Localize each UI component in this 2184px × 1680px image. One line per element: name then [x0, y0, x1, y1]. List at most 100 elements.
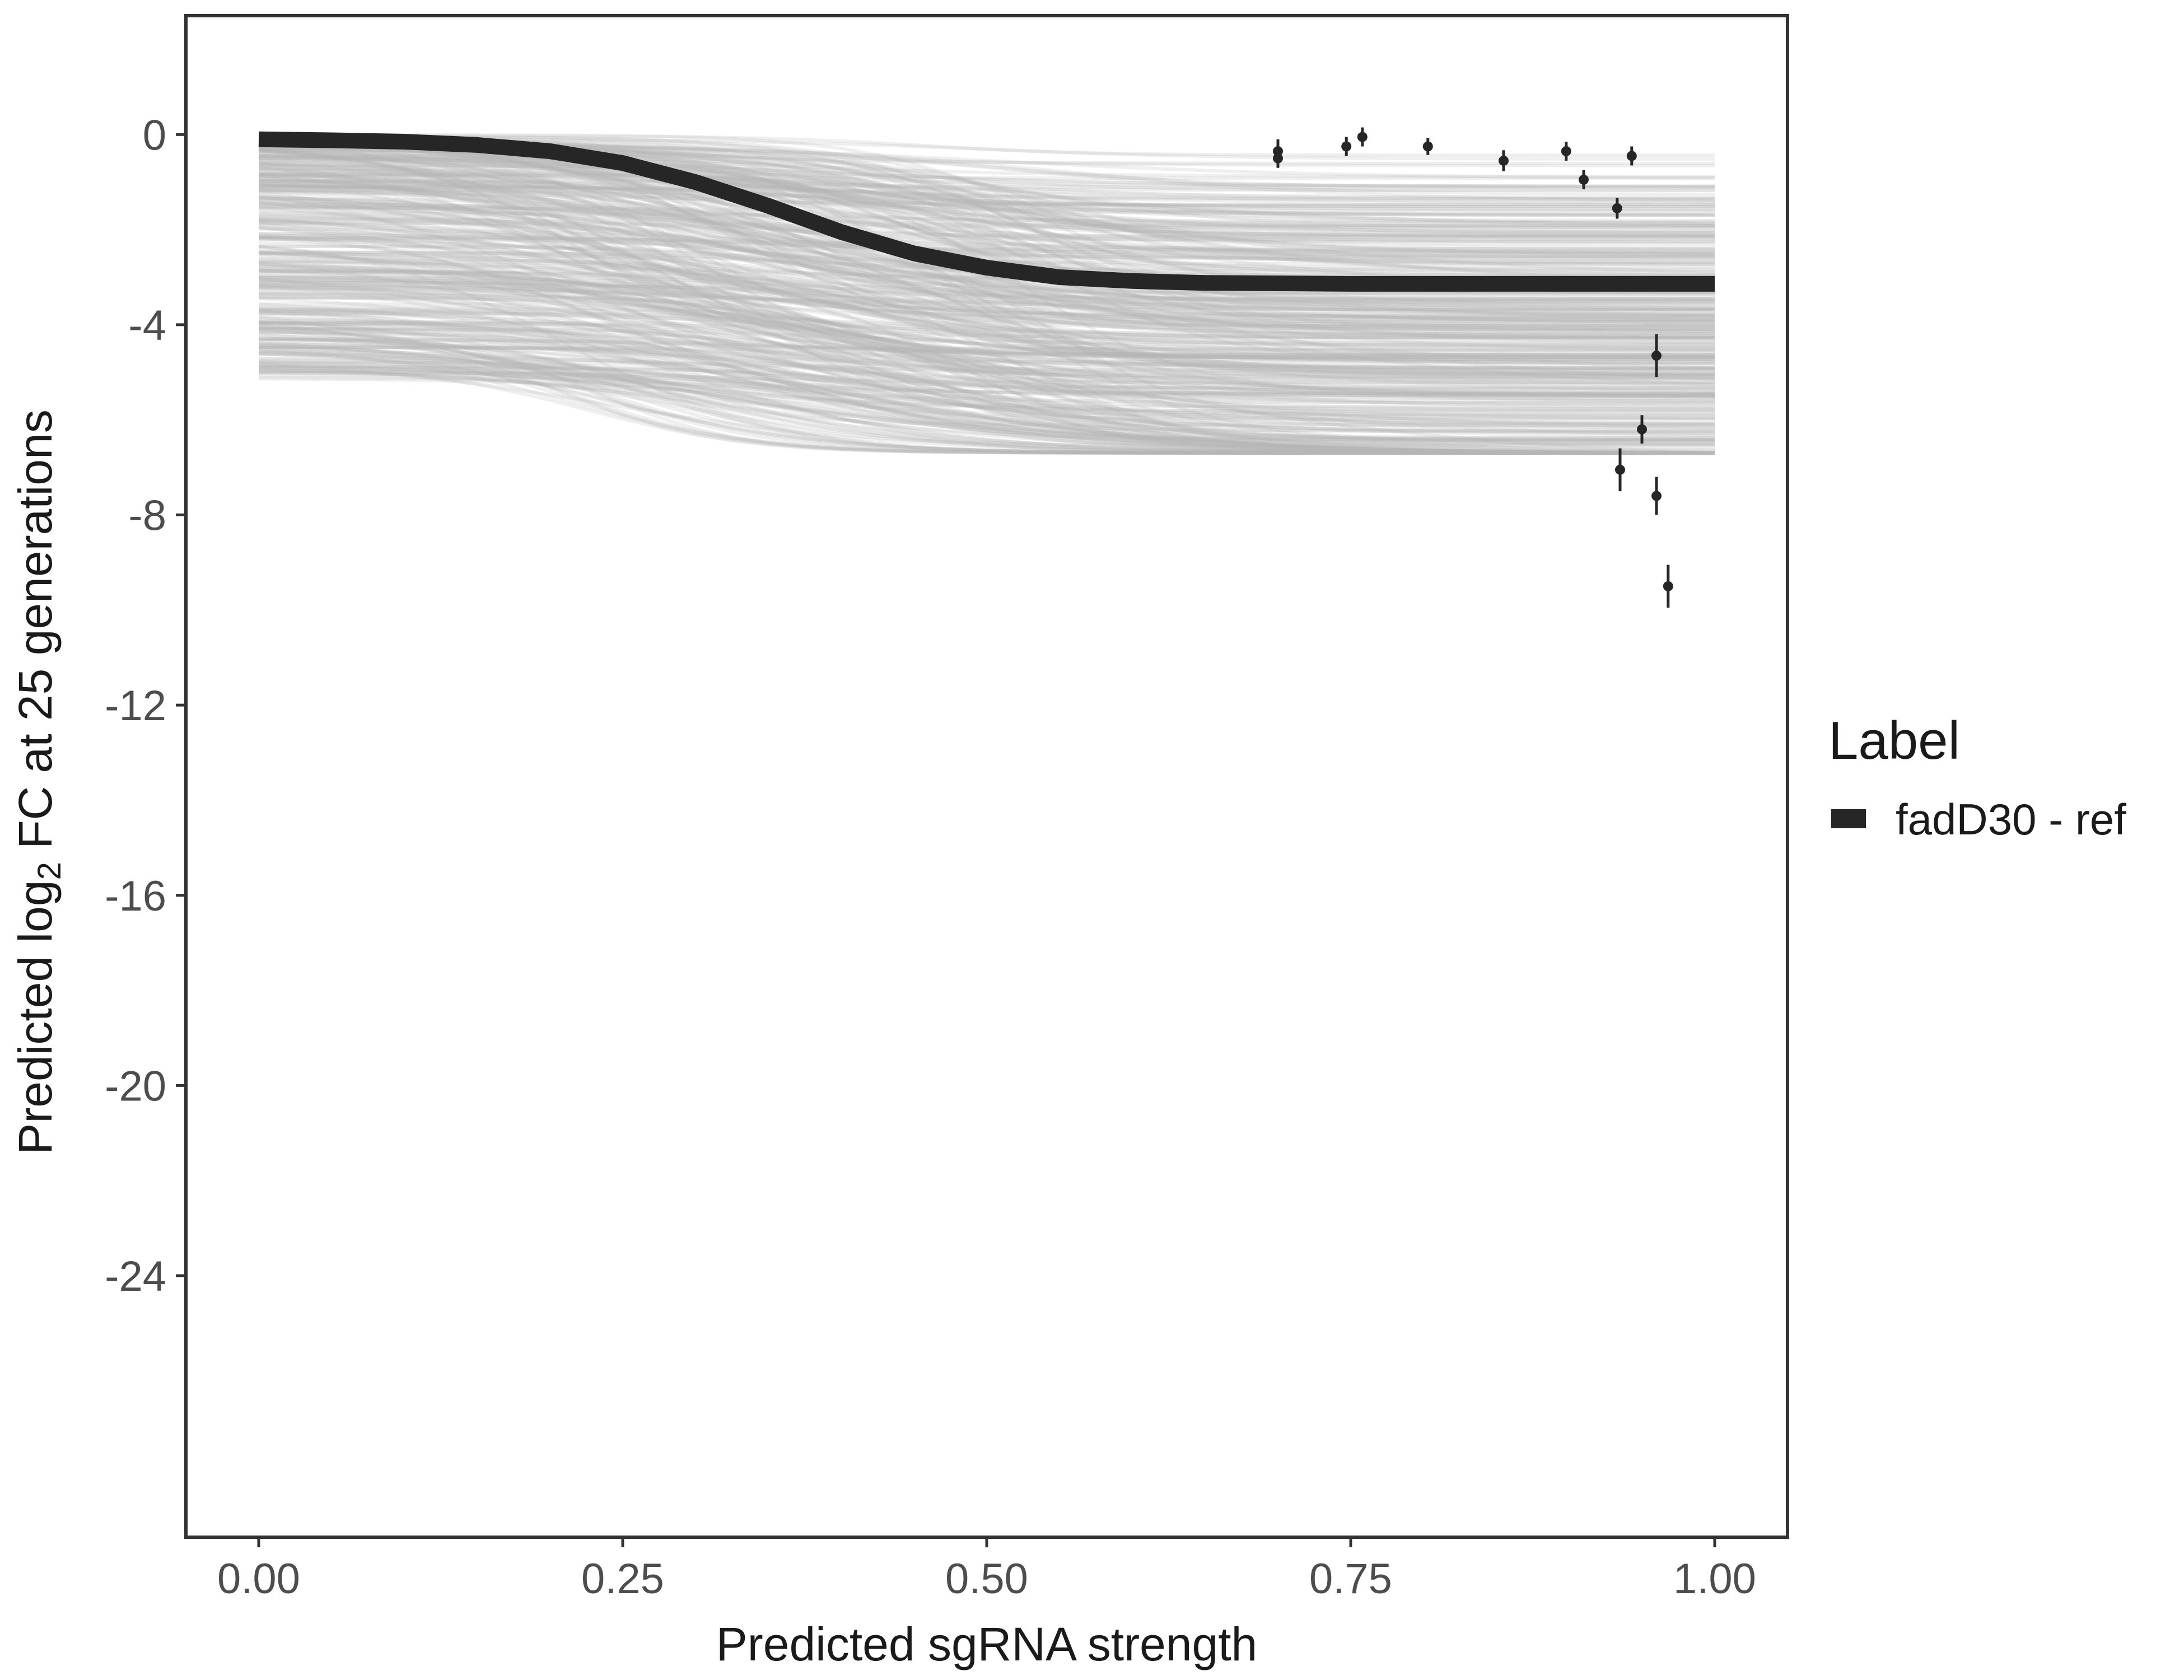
- posterior-draw-line: [258, 177, 1715, 250]
- legend: Label fadD30 - ref: [1828, 711, 2126, 844]
- posterior-draw-line: [258, 166, 1715, 357]
- posterior-draw-line: [258, 180, 1715, 344]
- y-axis-title: Predicted log2 FC at 25 generations: [9, 409, 68, 1154]
- posterior-draw-line: [259, 285, 1715, 442]
- posterior-draw-line: [258, 366, 1715, 455]
- posterior-draw-line: [259, 153, 1715, 263]
- posterior-draw-line: [259, 251, 1715, 444]
- posterior-draw-line: [259, 134, 1715, 255]
- posterior-draw-line: [258, 346, 1715, 417]
- posterior-draw-line: [258, 315, 1715, 455]
- posterior-draw-line: [258, 174, 1715, 340]
- observation-point: [1341, 141, 1352, 152]
- posterior-draw-line: [258, 294, 1715, 372]
- posterior-draw-line: [258, 321, 1715, 455]
- posterior-draw-line: [258, 305, 1715, 454]
- posterior-draw-line: [258, 322, 1715, 455]
- x-axis-title: Predicted sgRNA strength: [716, 1618, 1258, 1670]
- posterior-draw-line: [258, 357, 1715, 455]
- posterior-draw-line: [258, 281, 1715, 316]
- posterior-draw-line: [258, 258, 1715, 455]
- posterior-draw-line: [258, 191, 1715, 216]
- posterior-draw-line: [258, 189, 1715, 338]
- posterior-draw-line: [258, 136, 1715, 386]
- posterior-draw-line: [258, 196, 1715, 318]
- posterior-draw-line: [258, 251, 1715, 413]
- posterior-draw-line: [258, 188, 1715, 208]
- posterior-draw-line: [258, 201, 1715, 223]
- posterior-draw-line: [258, 162, 1715, 356]
- posterior-draw-line: [258, 297, 1715, 455]
- posterior-draw-line: [258, 234, 1715, 253]
- observation-point: [1637, 424, 1647, 435]
- posterior-draw-line: [258, 221, 1715, 323]
- posterior-draw-line: [258, 342, 1715, 455]
- posterior-draw-line: [258, 306, 1715, 377]
- posterior-draw-line: [258, 343, 1715, 407]
- posterior-draw-line: [259, 360, 1715, 384]
- posterior-draw-line: [258, 159, 1715, 207]
- posterior-draw-line: [258, 365, 1715, 455]
- posterior-draw-line: [258, 150, 1715, 318]
- posterior-draw-line: [258, 245, 1715, 398]
- posterior-draw-line: [258, 164, 1715, 216]
- posterior-draw-line: [258, 349, 1715, 455]
- posterior-draw-line: [258, 174, 1715, 204]
- posterior-draw-line: [258, 323, 1715, 363]
- posterior-draw-line: [259, 327, 1715, 376]
- posterior-draw-line: [258, 346, 1715, 373]
- posterior-draw-line: [258, 236, 1715, 391]
- posterior-draw-line: [258, 135, 1715, 242]
- posterior-draw-line: [258, 337, 1715, 358]
- observation-point: [1615, 464, 1625, 475]
- posterior-draw-line: [258, 377, 1715, 455]
- posterior-draw-line: [259, 206, 1715, 259]
- posterior-draw-line: [258, 361, 1715, 455]
- posterior-draw-line: [258, 368, 1715, 455]
- posterior-draw-line: [259, 186, 1715, 318]
- posterior-draw-line: [259, 236, 1715, 260]
- observations-layer: [1273, 127, 1673, 608]
- posterior-draw-line: [258, 204, 1715, 309]
- posterior-draw-line: [258, 216, 1715, 322]
- posterior-draw-line: [258, 287, 1715, 307]
- posterior-draw-line: [258, 260, 1715, 353]
- posterior-draw-line: [258, 139, 1715, 242]
- posterior-draw-line: [258, 233, 1715, 301]
- posterior-draw-line: [258, 206, 1715, 227]
- posterior-draw-line: [258, 136, 1715, 239]
- posterior-draw-line: [258, 161, 1715, 317]
- posterior-draw-line: [258, 154, 1715, 208]
- posterior-draw-line: [258, 235, 1715, 255]
- posterior-draw-line: [258, 231, 1715, 329]
- posterior-draw-line: [259, 366, 1715, 396]
- posterior-draw-line: [258, 256, 1715, 302]
- posterior-draw-line: [258, 172, 1715, 264]
- posterior-draw-line: [258, 365, 1715, 455]
- posterior-draw-line: [259, 185, 1715, 211]
- posterior-draw-line: [258, 194, 1715, 333]
- posterior-draw-line: [258, 360, 1715, 395]
- posterior-draw-line: [258, 337, 1715, 398]
- posterior-draw-line: [258, 176, 1715, 319]
- posterior-draw-line: [258, 330, 1715, 351]
- posterior-draw-line: [258, 154, 1715, 179]
- posterior-draw-line: [258, 267, 1715, 362]
- posterior-draw-line: [258, 154, 1715, 361]
- posterior-draw-line: [258, 320, 1715, 455]
- posterior-draw-line: [258, 352, 1715, 455]
- posterior-draw-line: [258, 262, 1715, 370]
- posterior-draw-line: [258, 292, 1715, 397]
- posterior-draw-line: [258, 267, 1715, 370]
- observation-point: [1579, 174, 1589, 185]
- posterior-draw-line: [258, 155, 1715, 237]
- posterior-draw-line: [258, 307, 1715, 342]
- posterior-draw-line: [258, 320, 1715, 433]
- posterior-draw-line: [259, 320, 1715, 441]
- posterior-draw-line: [259, 133, 1715, 266]
- posterior-draw-line: [259, 307, 1715, 360]
- posterior-draw-line: [258, 276, 1715, 377]
- posterior-draw-line: [258, 147, 1715, 324]
- posterior-draw-line: [258, 237, 1715, 360]
- observation-point: [1626, 151, 1637, 161]
